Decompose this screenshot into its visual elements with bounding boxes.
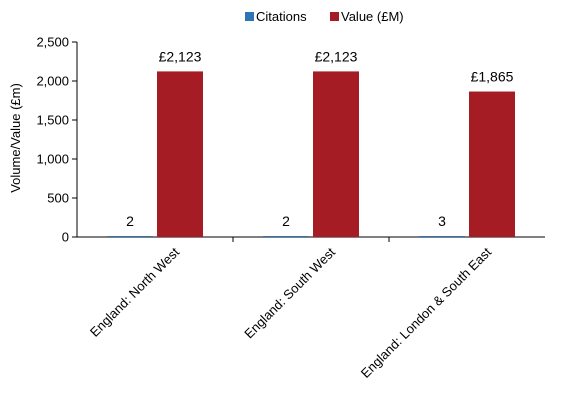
data-label-value: £1,865 <box>471 69 514 85</box>
legend-label-citations: Citations <box>256 9 307 24</box>
bars <box>107 71 515 242</box>
x-category-label: England: London & South East <box>358 244 495 381</box>
y-tick-label: 1,500 <box>36 113 69 128</box>
legend: Citations Value (£M) <box>245 9 404 24</box>
bar-citations <box>107 236 153 237</box>
bar-value <box>157 71 203 237</box>
category-labels: England: North West England: South West En… <box>87 244 495 381</box>
y-axis-title: Volume/Value (£m) <box>8 83 23 193</box>
data-label-citations: 2 <box>126 213 134 229</box>
data-labels: 2 £2,123 2 £2,123 3 £1,865 <box>126 48 514 229</box>
y-tick-label: 500 <box>47 191 69 206</box>
data-label-citations: 3 <box>438 213 446 229</box>
y-tick-label: 0 <box>62 230 69 245</box>
y-tick-label: 1,000 <box>36 152 69 167</box>
bar-citations <box>419 236 465 237</box>
x-category-label: England: North West <box>87 244 183 340</box>
bar-citations <box>263 236 309 237</box>
y-ticks: 0 500 1,000 1,500 2,000 2,500 <box>36 35 77 245</box>
legend-swatch-citations <box>245 12 254 21</box>
x-category-label: England: South West <box>241 244 338 341</box>
data-label-value: £2,123 <box>315 48 358 64</box>
bar-value <box>469 91 515 237</box>
y-tick-label: 2,500 <box>36 35 69 50</box>
legend-swatch-value <box>330 12 339 21</box>
data-label-citations: 2 <box>282 213 290 229</box>
bar-value <box>313 71 359 237</box>
data-label-value: £2,123 <box>159 48 202 64</box>
legend-label-value: Value (£M) <box>341 9 404 24</box>
y-tick-label: 2,000 <box>36 74 69 89</box>
